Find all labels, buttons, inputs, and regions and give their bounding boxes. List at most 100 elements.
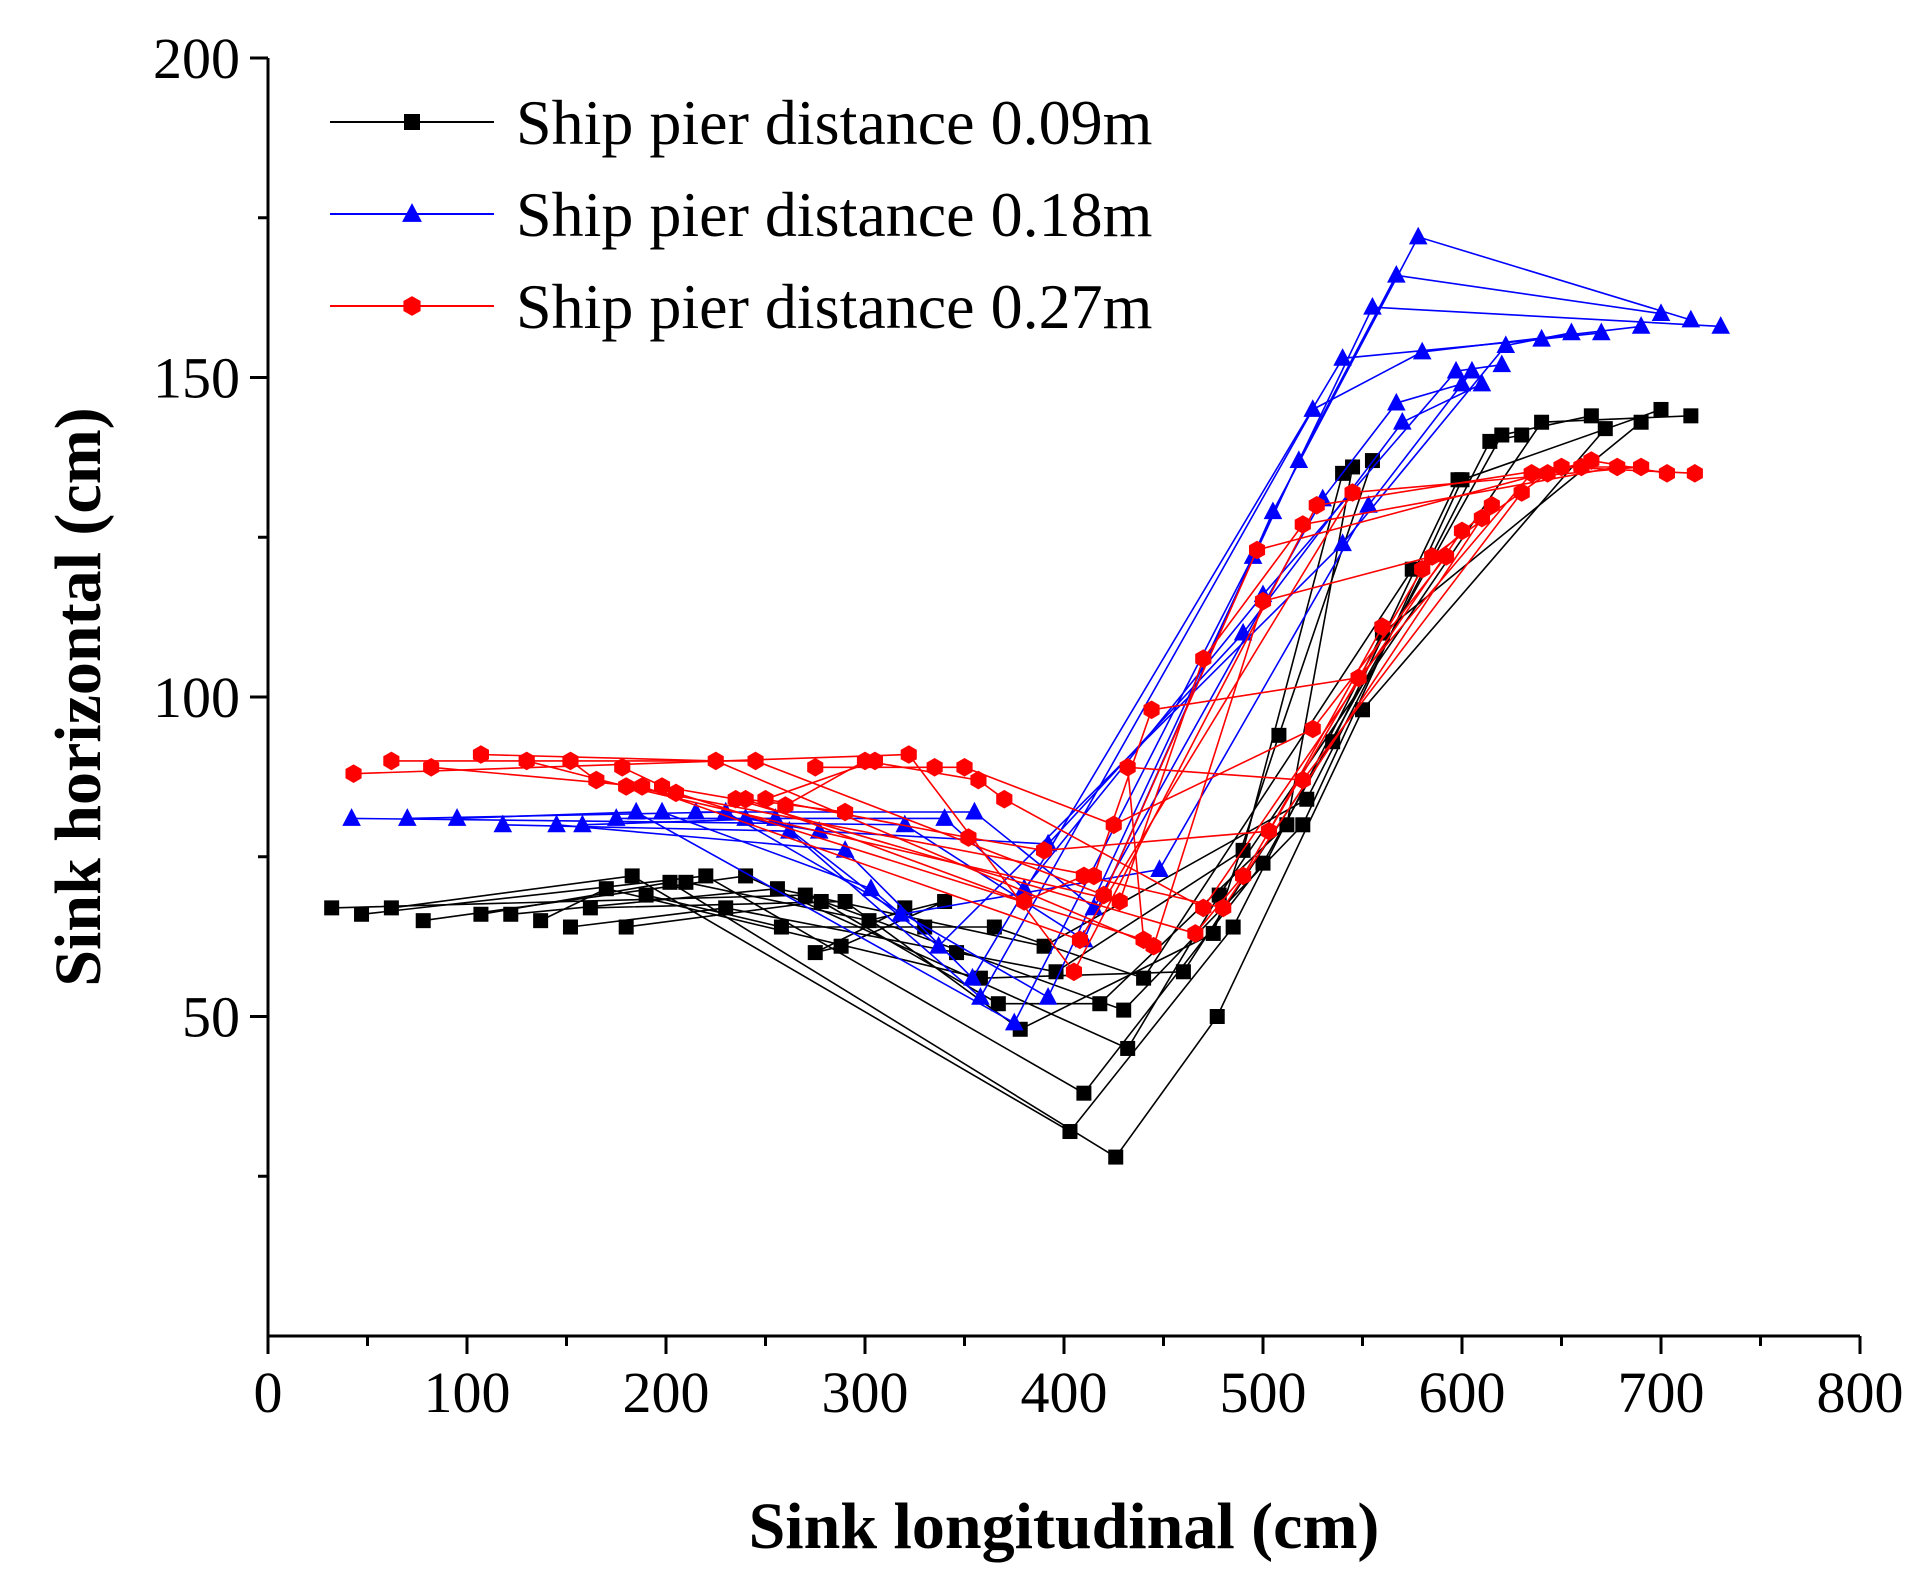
data-point [383,751,400,771]
data-point [837,893,853,909]
data-point [965,801,984,820]
data-point [562,919,578,935]
legend-item-3: Ship pier distance 0.27m [330,271,1152,342]
data-point [1408,226,1428,245]
data-point [1075,866,1092,886]
data-point [1387,392,1406,411]
data-point [678,874,694,890]
data-point [1393,412,1412,430]
data-point [1363,296,1382,315]
series-3-track-line [570,472,1533,877]
data-point [1446,360,1466,379]
data-point [1374,617,1391,636]
data-point [777,796,794,815]
data-point [738,868,754,884]
data-point [1686,464,1703,483]
data-point [686,801,706,820]
data-point [1150,859,1169,877]
data-point [588,770,605,790]
data-point [737,789,754,809]
data-point [1492,354,1512,373]
data-point [1255,855,1271,871]
data-point [1683,408,1699,424]
series-2-track-line [556,332,1602,980]
data-point [1513,483,1530,502]
data-point [626,801,646,820]
data-point [1116,1002,1132,1018]
data-point [1438,547,1455,566]
series-2-track-line [351,235,1692,941]
x-tick-label: 800 [1817,1360,1904,1425]
data-point [833,938,849,954]
data-point [1450,472,1466,488]
data-point [518,751,535,771]
x-tick-label: 100 [424,1360,511,1425]
data-point [1333,348,1352,366]
data-point [1195,649,1212,668]
legend-label: Ship pier distance 0.27m [516,271,1152,342]
data-point [447,808,467,826]
data-point [716,801,735,820]
data-point [606,808,626,826]
data-point [1308,496,1325,515]
series-3-track-line [621,492,1523,941]
series-1 [324,401,1699,1165]
data-point [493,814,513,833]
data-point [1279,817,1295,833]
data-point [1071,930,1088,950]
data-point [1534,414,1550,430]
data-point [398,808,417,826]
data-point [1482,433,1498,449]
data-point [1658,464,1675,483]
data-point [809,820,829,839]
data-point [996,789,1013,809]
series-1-track-line [480,428,1606,1159]
data-point [1076,1085,1092,1101]
data-point [1108,1149,1124,1165]
data-point [1387,265,1406,283]
data-point [667,783,684,803]
x-tick-label: 600 [1419,1360,1506,1425]
x-tick-label: 500 [1220,1360,1307,1425]
data-point [698,868,714,884]
data-point [383,900,399,916]
data-point [1260,821,1277,841]
data-point [1681,309,1701,328]
data-point [1597,421,1613,437]
data-point [1473,508,1490,528]
data-point [1345,459,1361,475]
data-point [423,758,440,777]
series-3-track-line [480,472,1549,948]
data-point [1633,457,1650,477]
data-point [1472,373,1492,392]
data-point [1653,401,1669,417]
series-1-track-line [331,408,1662,1012]
x-tick-label: 0 [254,1360,283,1425]
x-tick-label: 300 [822,1360,909,1425]
data-point [614,758,631,777]
legend-marker [402,203,422,222]
data-point [1289,450,1309,468]
data-point [1344,483,1361,502]
data-point [1294,770,1311,790]
data-point [895,814,915,833]
data-point [547,814,566,833]
data-point [837,802,854,822]
data-point [1249,540,1266,560]
data-point [1092,996,1108,1012]
data-point [1136,970,1152,986]
data-point [1651,303,1671,322]
data-point [1016,892,1033,911]
data-point [342,808,361,826]
data-point [1205,925,1221,941]
data-point [1573,457,1590,477]
data-point [533,913,549,929]
data-point [949,945,965,961]
data-point [415,913,431,929]
data-point [866,751,883,771]
data-point [1084,897,1104,916]
data-point [1036,841,1053,860]
data-point [1592,322,1611,341]
data-point [960,828,977,847]
